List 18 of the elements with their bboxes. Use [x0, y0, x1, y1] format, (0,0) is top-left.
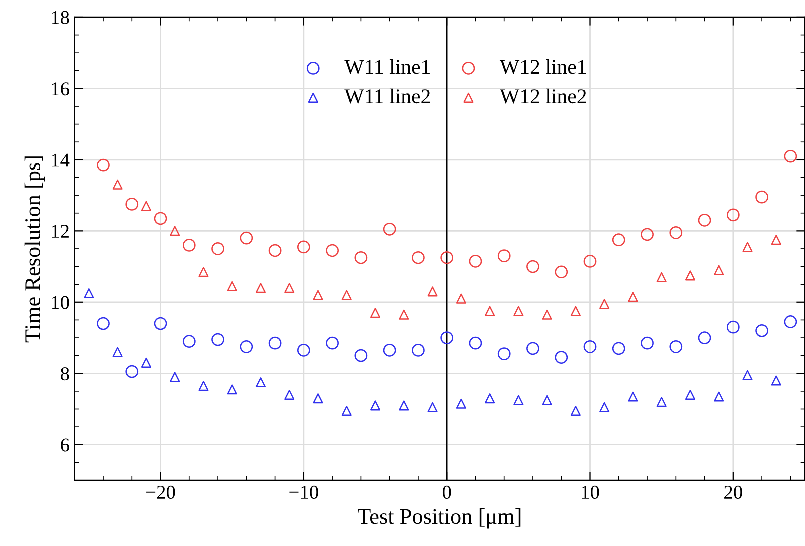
y-tick-label: 6 — [61, 438, 70, 452]
legend-label: W11 line1 — [344, 60, 430, 74]
y-tick-label: 8 — [61, 367, 70, 381]
y-tick-label: 12 — [52, 225, 69, 238]
y-tick-label: 10 — [52, 296, 70, 310]
y-tick-label: 16 — [52, 82, 70, 96]
x-tick-label: −20 — [146, 486, 176, 500]
x-tick-label: 20 — [724, 486, 742, 500]
legend-label: W12 line2 — [500, 88, 586, 104]
x-tick-label: 10 — [582, 486, 600, 500]
y-axis-title: Time Resolution [ps] — [24, 156, 46, 343]
x-tick-label: −10 — [290, 486, 318, 500]
legend-label: W11 line2 — [344, 88, 430, 104]
x-tick-label: 0 — [442, 486, 452, 500]
y-tick-label: 18 — [52, 11, 70, 24]
legend-label: W12 line1 — [500, 60, 586, 74]
y-tick-label: 14 — [52, 154, 70, 167]
x-axis-title: Test Position [μm] — [358, 508, 521, 529]
